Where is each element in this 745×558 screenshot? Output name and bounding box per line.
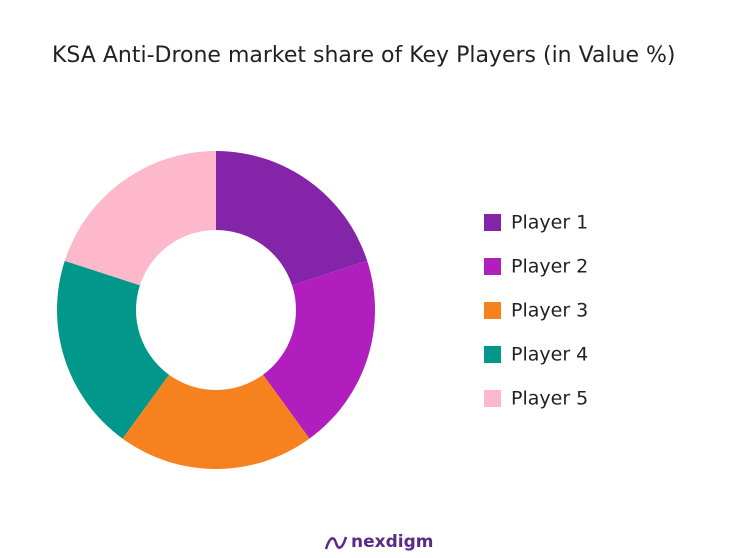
donut-segment: [263, 260, 375, 439]
donut-segment: [57, 260, 169, 439]
legend-swatch: [484, 390, 501, 407]
legend-label: Player 1: [511, 212, 588, 234]
logo-text: nexdigm: [351, 532, 433, 552]
legend-label: Player 4: [511, 344, 588, 366]
donut-segment: [122, 374, 310, 469]
donut-segment: [64, 151, 216, 286]
legend-swatch: [484, 214, 501, 231]
legend-label: Player 5: [511, 388, 588, 410]
donut-segment: [216, 151, 368, 286]
legend-swatch: [484, 302, 501, 319]
legend-label: Player 3: [511, 300, 588, 322]
legend-swatch: [484, 258, 501, 275]
logo-icon: [324, 536, 348, 550]
chart-title: KSA Anti-Drone market share of Key Playe…: [52, 43, 676, 68]
legend-swatch: [484, 346, 501, 363]
logo: nexdigm: [324, 532, 433, 552]
legend-label: Player 2: [511, 256, 588, 278]
